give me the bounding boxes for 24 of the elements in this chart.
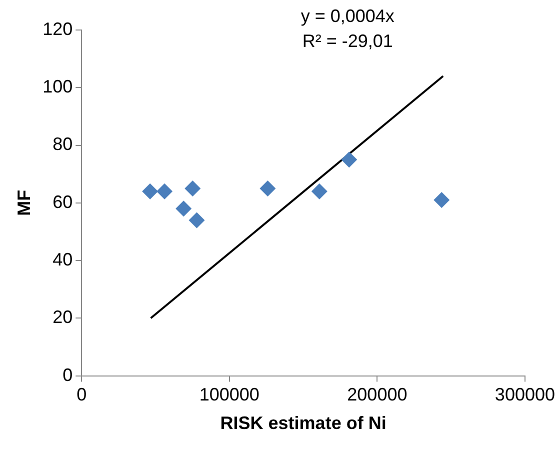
- point: [311, 183, 328, 200]
- annotation: R² = -29,01: [302, 30, 393, 51]
- point: [260, 180, 276, 196]
- x-tick-label: 0: [76, 384, 87, 405]
- point: [184, 180, 201, 196]
- point: [176, 200, 192, 217]
- x-axis-title: RISK estimate of Ni: [220, 413, 386, 434]
- x-tick-label: 100000: [199, 384, 260, 405]
- point: [188, 212, 205, 228]
- point: [341, 152, 358, 168]
- y-axis-title: MF: [14, 190, 34, 216]
- y-tick-label: 20: [52, 307, 73, 328]
- point: [434, 192, 450, 208]
- point: [156, 183, 173, 200]
- y-tick-label: 80: [52, 134, 73, 154]
- point: [142, 183, 158, 200]
- y-tick-label: 60: [52, 192, 73, 212]
- y-tick-label: 40: [52, 250, 73, 270]
- y-tick-label: 100: [42, 76, 73, 97]
- x-tick-label: 300000: [494, 384, 556, 405]
- y-tick-label: 120: [42, 18, 73, 39]
- x-tick-label: 200000: [347, 384, 408, 405]
- y-tick-label: 0: [62, 364, 73, 385]
- text: y = 0,0004x: [300, 6, 394, 26]
